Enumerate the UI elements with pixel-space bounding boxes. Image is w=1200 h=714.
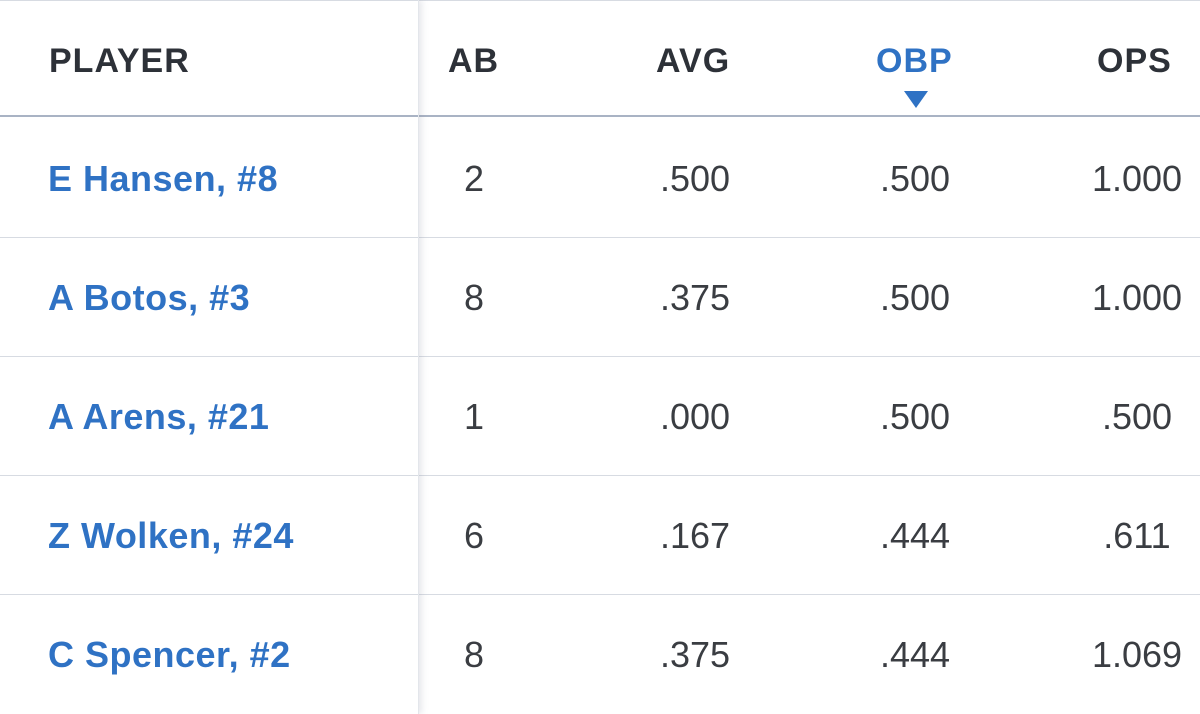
table-row: A Botos, #3 8 .375 .500 1.000 bbox=[0, 238, 1200, 357]
table-header: PLAYER AB AVG OBP OPS bbox=[0, 0, 1200, 117]
sort-descending-icon bbox=[904, 91, 928, 108]
ops-value: .611 bbox=[1103, 515, 1171, 556]
table-row: A Arens, #21 1 .000 .500 .500 bbox=[0, 357, 1200, 476]
player-link[interactable]: E Hansen, #8 bbox=[48, 158, 279, 199]
avg-value: .500 bbox=[659, 158, 731, 199]
obp-value: .500 bbox=[879, 396, 951, 437]
obp-value: .500 bbox=[879, 277, 951, 318]
table-row: E Hansen, #8 2 .500 .500 1.000 bbox=[0, 119, 1200, 238]
ops-value: 1.069 bbox=[1091, 634, 1183, 675]
header-obp[interactable]: OBP bbox=[876, 42, 953, 80]
header-ab[interactable]: AB bbox=[448, 42, 500, 80]
header-avg[interactable]: AVG bbox=[656, 42, 731, 80]
column-divider bbox=[418, 0, 419, 714]
ab-value: 2 bbox=[463, 158, 485, 199]
avg-value: .000 bbox=[659, 396, 731, 437]
ab-value: 8 bbox=[463, 634, 485, 675]
ab-value: 1 bbox=[463, 396, 485, 437]
header-ops[interactable]: OPS bbox=[1097, 42, 1172, 80]
player-link[interactable]: C Spencer, #2 bbox=[48, 634, 291, 675]
header-player[interactable]: PLAYER bbox=[49, 42, 190, 80]
obp-value: .500 bbox=[879, 158, 951, 199]
avg-value: .375 bbox=[659, 277, 731, 318]
player-link[interactable]: A Arens, #21 bbox=[48, 396, 270, 437]
table-row: C Spencer, #2 8 .375 .444 1.069 bbox=[0, 595, 1200, 714]
ab-value: 8 bbox=[463, 277, 485, 318]
table-row: Z Wolken, #24 6 .167 .444 .611 bbox=[0, 476, 1200, 595]
avg-value: .167 bbox=[659, 515, 731, 556]
ab-value: 6 bbox=[463, 515, 485, 556]
ops-value: 1.000 bbox=[1091, 277, 1183, 318]
obp-value: .444 bbox=[879, 515, 951, 556]
obp-value: .444 bbox=[879, 634, 951, 675]
ops-value: 1.000 bbox=[1091, 158, 1183, 199]
player-link[interactable]: Z Wolken, #24 bbox=[48, 515, 294, 556]
avg-value: .375 bbox=[659, 634, 731, 675]
ops-value: .500 bbox=[1101, 396, 1173, 437]
player-link[interactable]: A Botos, #3 bbox=[48, 277, 251, 318]
